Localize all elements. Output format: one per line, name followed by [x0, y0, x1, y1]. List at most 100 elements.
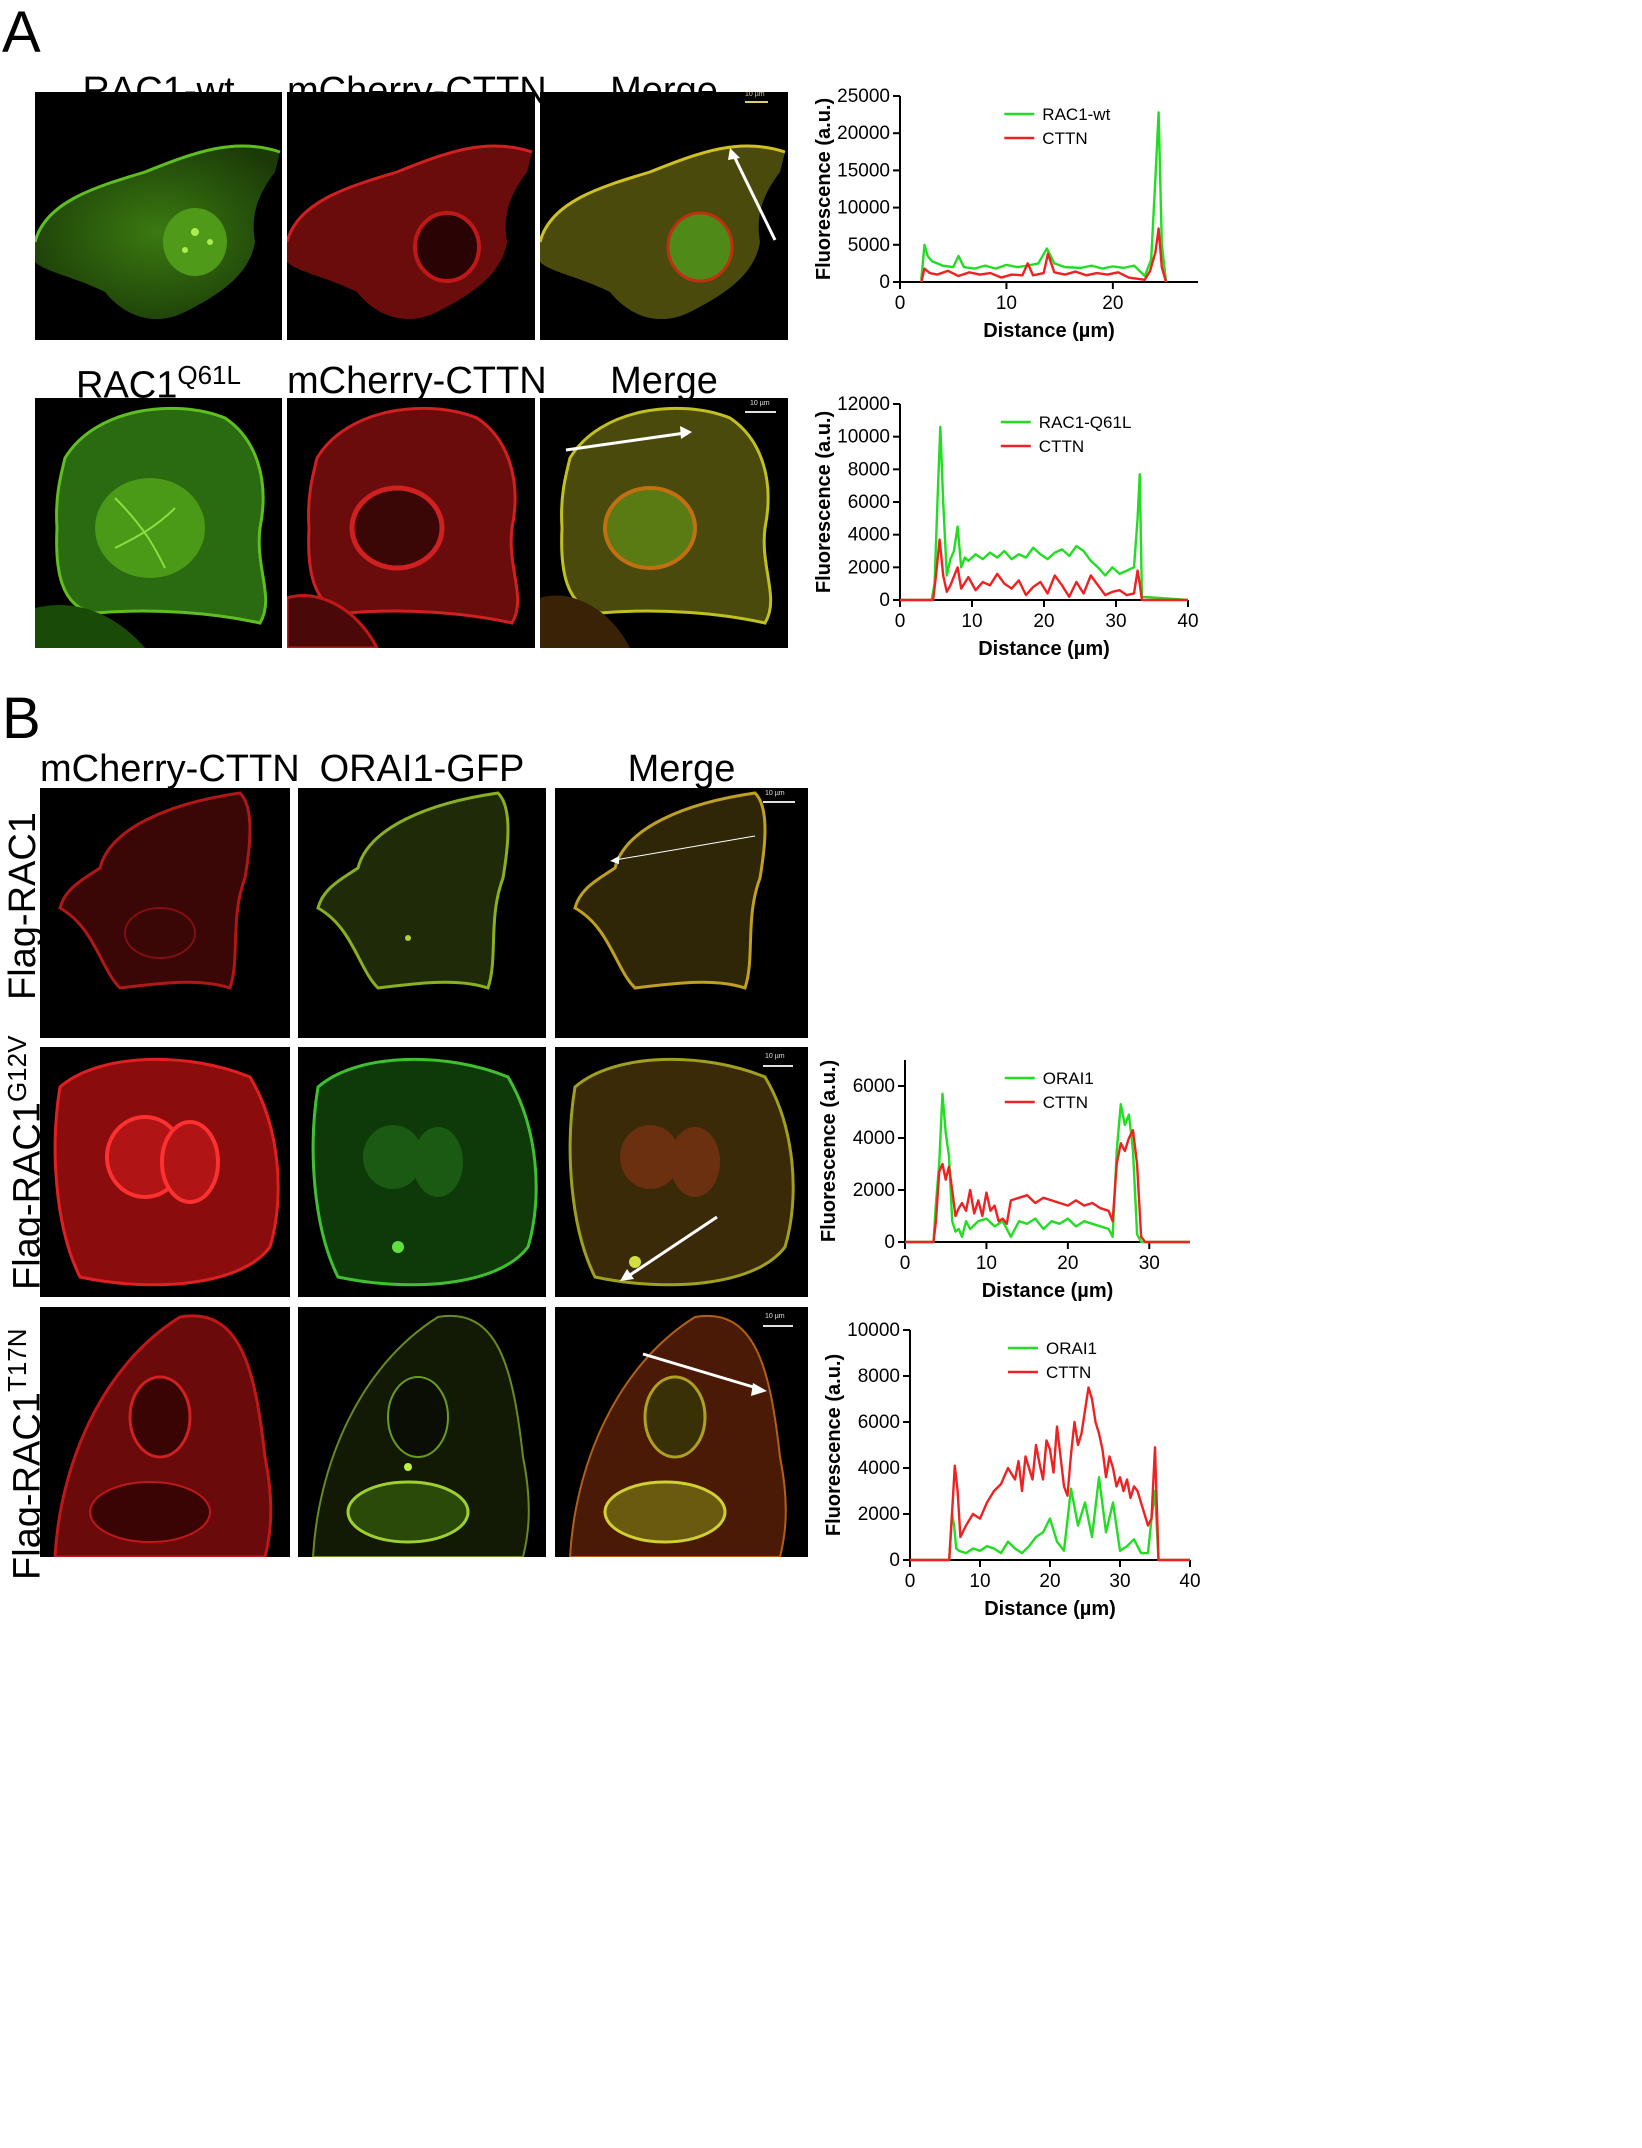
y-tick-label: 20000	[837, 123, 890, 144]
y-tick-label: 2000	[858, 1504, 900, 1525]
micrograph-b1-cttn	[40, 788, 290, 1038]
y-tick-label: 2000	[853, 1180, 895, 1201]
series-line-0	[900, 425, 1189, 602]
x-axis-label: Distance (µm)	[983, 320, 1115, 342]
y-tick-label: 2000	[848, 557, 890, 578]
legend-label-1: CTTN	[1043, 1093, 1088, 1112]
x-tick-label: 40	[1177, 611, 1198, 632]
legend-label-1: CTTN	[1039, 437, 1084, 456]
x-tick-label: 0	[900, 1253, 911, 1274]
series-line-1	[900, 538, 1188, 602]
scale-bar-label-b2: 10 µm	[765, 1053, 785, 1060]
y-axis-label: Fluorescence (a.u.)	[818, 1060, 840, 1242]
micrograph-merge-a1: 10 µm	[540, 92, 788, 340]
series-line-0	[910, 1475, 1190, 1562]
legend-label-0: ORAI1	[1046, 1339, 1097, 1358]
micrograph-rac1-q61l-green	[35, 398, 282, 648]
scale-bar-label-a2: 10 µm	[750, 400, 770, 407]
legend-label-0: ORAI1	[1043, 1069, 1094, 1088]
micrograph-mcherry-cttn-a2	[287, 398, 535, 648]
scale-bar-label-b3: 10 µm	[765, 1313, 785, 1320]
legend-label-1: CTTN	[1042, 129, 1087, 148]
y-tick-label: 4000	[858, 1458, 900, 1479]
x-tick-label: 30	[1139, 1253, 1160, 1274]
col-label-merge-a2: Merge	[610, 360, 718, 402]
micrograph-b3-orai1	[298, 1307, 546, 1557]
x-axis-label: Distance (µm)	[984, 1598, 1116, 1620]
x-tick-label: 10	[969, 1571, 990, 1592]
x-tick-label: 20	[1033, 611, 1054, 632]
micrograph-mcherry-cttn-a1	[287, 92, 535, 340]
micrograph-merge-a2: 10 µm	[540, 398, 788, 648]
x-tick-label: 0	[905, 1571, 916, 1592]
scale-bar-label-b1: 10 µm	[765, 790, 785, 797]
y-axis-label: Fluorescence (a.u.)	[813, 98, 835, 280]
y-tick-label: 10000	[847, 1320, 900, 1341]
row-label-flag-rac1-main: Flag-RAC1	[2, 812, 44, 1000]
x-tick-label: 10	[976, 1253, 997, 1274]
micrograph-b2-merge: 10 µm	[555, 1047, 808, 1297]
chart-a1: 0 5000 10000 15000 20000 25000 0 10 20 Distance (…	[810, 80, 1220, 370]
y-tick-label: 5000	[848, 235, 890, 256]
x-tick-label: 20	[1102, 293, 1123, 314]
x-axis-label: Distance (µm)	[978, 638, 1110, 660]
x-tick-label: 0	[895, 293, 906, 314]
panel-letter-b: B	[2, 686, 41, 751]
series-line-1	[910, 1386, 1190, 1562]
y-tick-label: 0	[889, 1550, 900, 1571]
x-tick-label: 20	[1039, 1571, 1060, 1592]
micrograph-b1-orai1	[298, 788, 546, 1038]
x-tick-label: 10	[996, 293, 1017, 314]
scale-bar-label-a1: 10 µm	[745, 92, 765, 98]
y-tick-label: 15000	[837, 160, 890, 181]
series-line-1	[920, 227, 1168, 283]
micrograph-b2-orai1	[298, 1047, 546, 1297]
micrograph-b3-cttn	[40, 1307, 290, 1557]
legend-label-0: RAC1-wt	[1042, 105, 1110, 124]
y-tick-label: 0	[879, 272, 890, 293]
x-tick-label: 30	[1109, 1571, 1130, 1592]
x-tick-label: 10	[961, 611, 982, 632]
panel-letter-a: A	[2, 0, 41, 65]
col-label-orai1-gfp: ORAI1-GFP	[319, 748, 525, 790]
micrograph-rac1-wt-green	[35, 92, 282, 340]
y-tick-label: 12000	[837, 394, 890, 415]
y-tick-label: 0	[879, 590, 890, 611]
y-tick-label: 6000	[848, 492, 890, 513]
x-tick-label: 40	[1179, 1571, 1200, 1592]
chart-a2: 0 2000 4000 6000 8000 10000 12000 0 10 20 30 40 Dist…	[810, 390, 1220, 680]
row-label-flag-rac1-t17n-sup: T17N	[2, 1328, 32, 1393]
y-axis-label: Fluorescence (a.u.)	[823, 1354, 845, 1536]
y-tick-label: 6000	[858, 1412, 900, 1433]
series-line-0	[920, 111, 1168, 283]
y-axis-label: Fluorescence (a.u.)	[813, 411, 835, 593]
col-label-mcherry-cttn-b: mCherry-CTTN	[40, 748, 300, 790]
y-tick-label: 6000	[853, 1076, 895, 1097]
row-label-flag-rac1-g12v-sup: G12V	[2, 1035, 32, 1103]
series-line-0	[905, 1092, 1190, 1244]
row-label-flag-rac1: Flag-RAC1	[2, 812, 44, 1000]
col-label-mcherry-cttn-a2: mCherry-CTTN	[287, 360, 547, 402]
x-tick-label: 0	[895, 611, 906, 632]
y-tick-label: 25000	[837, 86, 890, 107]
micrograph-b2-cttn	[40, 1047, 290, 1297]
series-line-1	[905, 1128, 1190, 1244]
y-tick-label: 10000	[837, 198, 890, 219]
col-label-rac1-q61l-sup: Q61L	[177, 360, 241, 390]
y-tick-label: 4000	[853, 1128, 895, 1149]
y-tick-label: 4000	[848, 525, 890, 546]
x-tick-label: 30	[1105, 611, 1126, 632]
x-tick-label: 20	[1057, 1253, 1078, 1274]
legend-label-0: RAC1-Q61L	[1039, 413, 1132, 432]
y-tick-label: 8000	[858, 1366, 900, 1387]
micrograph-b1-merge: 10 µm	[555, 788, 808, 1038]
col-label-merge-b: Merge	[627, 748, 736, 790]
chart-b3: 0 2000 4000 6000 8000 10000 0 10 20 30 40 Distance …	[810, 1320, 1230, 1650]
y-tick-label: 10000	[837, 427, 890, 448]
micrograph-b3-merge: 10 µm	[555, 1307, 808, 1557]
legend-label-1: CTTN	[1046, 1363, 1091, 1382]
y-tick-label: 0	[884, 1232, 895, 1253]
x-axis-label: Distance (µm)	[982, 1280, 1114, 1302]
y-tick-label: 8000	[848, 459, 890, 480]
chart-b2: 0 2000 4000 6000 0 10 20 30 Distance (µm) Fluores…	[810, 1050, 1230, 1350]
